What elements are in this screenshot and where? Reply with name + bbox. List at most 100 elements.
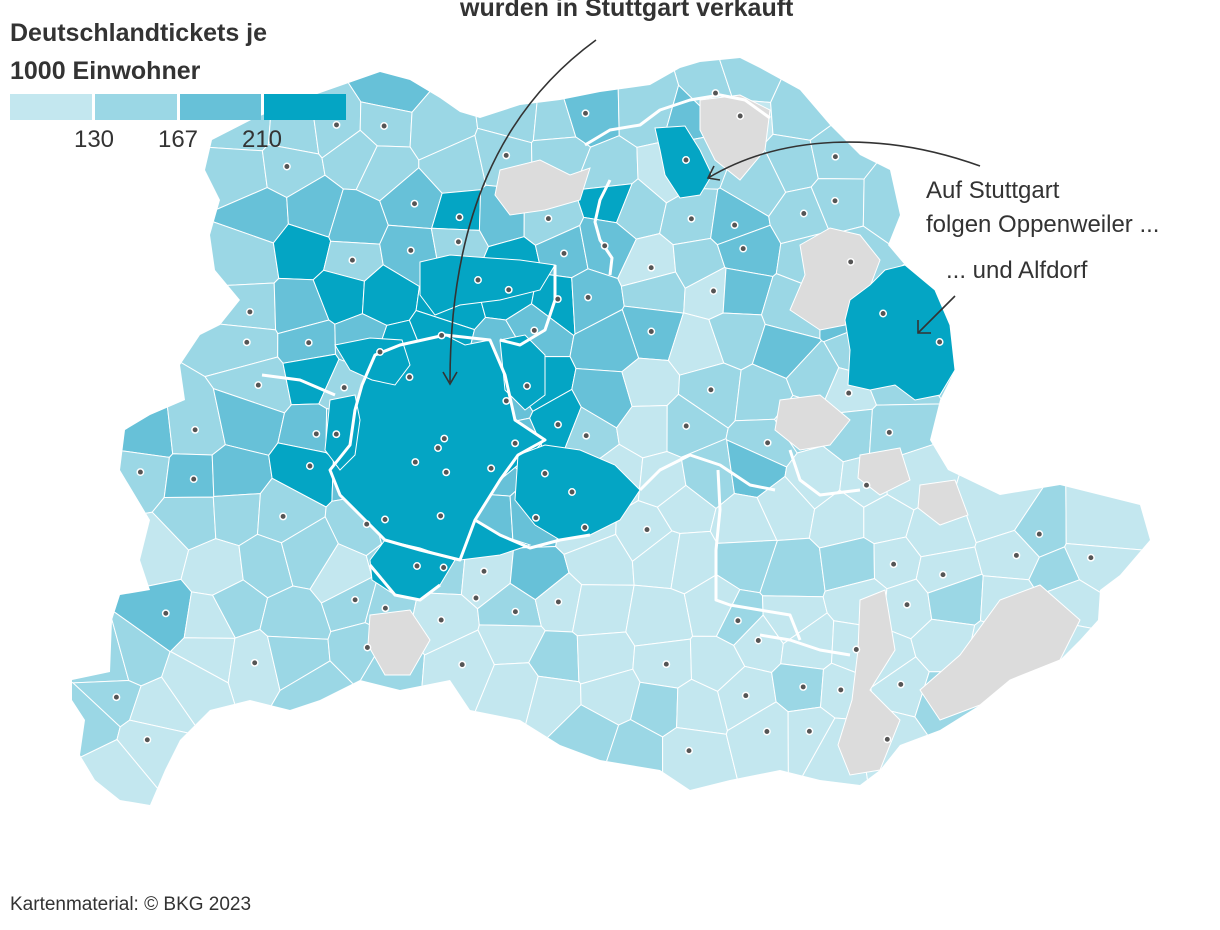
municipality-region (243, 660, 448, 805)
municipality-centroid (411, 458, 420, 467)
municipality-centroid (852, 645, 861, 654)
municipality-centroid (711, 89, 720, 98)
municipality-centroid (553, 295, 562, 304)
annotation-arrows (442, 39, 981, 386)
municipality-centroid (736, 112, 745, 120)
municipality-centroid (254, 381, 263, 390)
municipality-centroid (799, 682, 808, 691)
highlighted-municipalities (324, 125, 956, 601)
annotation-oppenweiler-line1: Auf Stuttgart (926, 177, 1060, 204)
municipality-region (72, 205, 174, 458)
municipality-centroid (554, 420, 562, 429)
municipality-centroid (189, 475, 198, 484)
municipality-region (1022, 617, 1150, 805)
legend-swatch-3 (179, 94, 262, 120)
municipality-centroid (161, 609, 170, 618)
municipality-region (662, 726, 769, 805)
municipality-region (406, 704, 620, 805)
municipality-centroid (502, 396, 511, 405)
municipality-centroid (136, 468, 145, 477)
highlight-centroid (472, 594, 480, 602)
no-data-region (919, 584, 1081, 721)
municipality-centroid (580, 523, 589, 532)
legend-title-line1: Deutschlandtickets je (10, 19, 268, 47)
municipality-centroid (889, 560, 898, 569)
legend-title: Deutschlandtickets je 1000 Einwohner (10, 14, 267, 90)
municipality-centroid (896, 680, 905, 689)
esslingen-area-region (514, 444, 641, 541)
highlight-centroid (568, 488, 576, 496)
legend-swatch-1 (10, 94, 92, 120)
municipality-centroid (544, 214, 553, 223)
highlight-centroid (413, 562, 421, 570)
municipality-centroid (682, 422, 691, 430)
district-border (474, 518, 591, 550)
municipality-region (163, 453, 215, 499)
municipality-centroid (709, 287, 718, 295)
legend-swatch-4 (264, 94, 346, 120)
west-dark-region (324, 394, 361, 471)
highlight-centroid (682, 156, 690, 164)
district-border (638, 453, 776, 492)
district-border (593, 179, 614, 276)
municipality-centroid (305, 462, 314, 470)
municipality-centroid (381, 604, 390, 613)
municipality-centroid (903, 600, 911, 609)
legend-threshold-167: 167 (157, 126, 199, 153)
legend-threshold-130: 130 (73, 126, 115, 153)
municipality-region (725, 701, 790, 805)
municipality-centroid (879, 309, 888, 318)
municipality-region (571, 584, 635, 637)
municipality-centroid (455, 213, 464, 222)
municipality-centroid (282, 162, 291, 171)
municipality-centroid (458, 660, 467, 669)
municipality-centroid (831, 196, 839, 205)
municipality-centroid (250, 658, 259, 667)
municipality-centroid (437, 331, 446, 340)
municipality-centroid (363, 643, 372, 652)
district-border (759, 633, 851, 657)
municipality-centroid (442, 468, 451, 477)
north-dark-region (419, 254, 556, 316)
municipality-centroid (242, 338, 251, 347)
legend-swatch-2 (94, 94, 177, 120)
municipality-region (918, 324, 1150, 424)
no-data-region (917, 479, 969, 526)
municipality-centroid (480, 567, 488, 576)
district-border (368, 564, 441, 602)
municipality-centroid (741, 691, 750, 700)
municipality-centroid (340, 383, 349, 392)
district-border (499, 265, 557, 347)
municipality-centroid (935, 338, 944, 346)
municipality-centroid (643, 525, 651, 534)
municipality-region (770, 58, 1007, 141)
municipality-region (413, 629, 495, 805)
east-dark-region (499, 334, 546, 411)
municipality-centroid (436, 511, 445, 520)
no-data-region (774, 394, 851, 451)
legend-title-line2: 1000 Einwohner (10, 57, 201, 85)
municipality-centroid (846, 257, 855, 266)
legend-threshold-210: 210 (241, 126, 283, 153)
stuttgart-arrowhead (442, 371, 458, 386)
municipality-centroid (362, 520, 371, 529)
municipality-centroid (332, 430, 341, 439)
municipality-centroid (245, 307, 254, 316)
municipality-centroid (380, 122, 389, 130)
district-border (584, 93, 771, 147)
municipality-region (532, 58, 577, 142)
alfdorf-arrow (917, 295, 956, 334)
annotation-alfdorf: ... und Alfdorf (946, 257, 1088, 284)
municipality-centroid (805, 727, 814, 736)
municipality-centroid (504, 285, 513, 294)
municipality-centroid (304, 338, 313, 347)
municipality-centroid (581, 109, 590, 118)
municipality-centroid (582, 431, 591, 440)
district-border (788, 449, 861, 497)
municipality-centroid (733, 616, 742, 625)
municipality-centroid (739, 244, 748, 253)
municipality-centroid (799, 209, 808, 218)
municipality-centroid (351, 595, 360, 604)
municipality-centroid (410, 199, 419, 208)
